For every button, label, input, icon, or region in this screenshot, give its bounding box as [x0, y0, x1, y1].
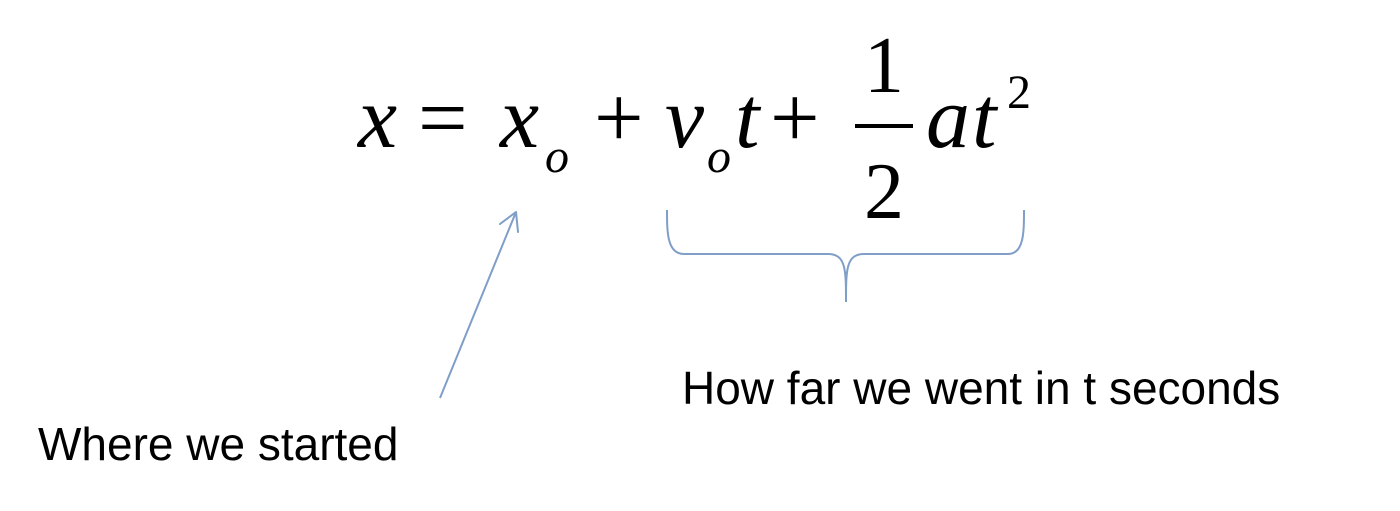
eq-plus-1: +	[594, 70, 644, 167]
eq-lhs-x: x	[356, 70, 397, 167]
eq-t-squared: t	[972, 70, 999, 167]
eq-exponent: 2	[1007, 66, 1031, 119]
eq-v-subscript: o	[707, 130, 731, 183]
eq-v: v	[665, 70, 705, 167]
eq-equals: =	[418, 70, 468, 167]
start-arrow-head	[499, 211, 519, 233]
fraction-half: 1 2	[855, 22, 913, 236]
fraction-numerator: 1	[864, 22, 904, 110]
eq-t: t	[735, 70, 762, 167]
start-label: Where we started	[38, 418, 398, 470]
kinematics-equation: x = x o + v o t + 1 2 a t 2	[356, 22, 1031, 236]
distance-label: How far we went in t seconds	[682, 362, 1280, 414]
distance-brace	[666, 209, 1025, 303]
fraction-denominator: 2	[864, 148, 904, 236]
eq-x-subscript: o	[545, 130, 569, 183]
eq-plus-2: +	[770, 70, 820, 167]
eq-a: a	[926, 70, 970, 167]
eq-x: x	[498, 70, 539, 167]
start-arrow	[439, 211, 519, 399]
start-arrow-shaft	[439, 211, 517, 399]
